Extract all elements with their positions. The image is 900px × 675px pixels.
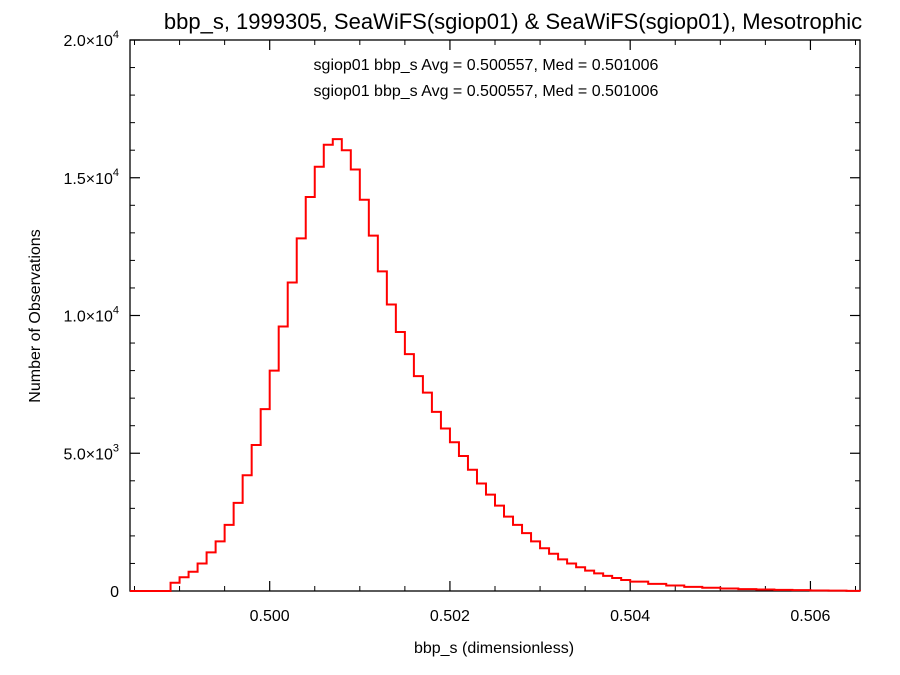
histogram-bin-point <box>809 589 812 592</box>
histogram-bin-point <box>269 370 271 372</box>
histogram-bin-point <box>386 303 388 306</box>
histogram-bin-point <box>449 441 451 443</box>
y-tick-mantissa: 0 <box>110 584 119 601</box>
histogram-bin-point <box>233 502 235 504</box>
histogram-bin-point <box>224 524 226 526</box>
histogram-bin-point <box>458 455 460 457</box>
histogram-bin-point <box>422 392 424 394</box>
y-tick-label: 0 <box>110 584 119 601</box>
histogram-bin-point <box>611 577 613 579</box>
y-axis-label: Number of Observations <box>27 229 44 402</box>
histogram-bin-point <box>377 270 379 273</box>
histogram-bin-point <box>305 196 307 198</box>
histogram-series-line <box>130 138 861 592</box>
histogram-bin-point <box>350 168 352 171</box>
histogram-bin-point <box>647 583 649 585</box>
histogram-bin-point <box>314 166 316 168</box>
histogram-bin-point <box>395 331 397 333</box>
histogram-bin-point <box>296 237 298 239</box>
histogram-bin-point <box>169 582 172 584</box>
y-tick-exponent: 3 <box>113 442 119 454</box>
histogram-bin-point <box>251 444 253 446</box>
histogram-bin-point <box>620 579 622 581</box>
histogram-bin-point <box>548 553 550 555</box>
histogram-bin-point <box>413 375 415 377</box>
histogram-bin-point <box>845 590 848 592</box>
histogram-bin-point <box>187 571 190 573</box>
histogram-bin-point <box>431 411 433 413</box>
histogram-bin-point <box>242 474 244 476</box>
y-tick-mantissa: 1.0×10 <box>63 309 112 326</box>
histogram-bin-point <box>566 562 568 565</box>
x-tick-label: 0.506 <box>790 608 830 625</box>
histogram-bin-point <box>467 469 469 471</box>
histogram-bin-point <box>719 587 721 590</box>
y-tick-exponent: 4 <box>113 305 119 317</box>
x-tick-label: 0.500 <box>250 608 290 625</box>
histogram-bin-point <box>196 562 199 565</box>
histogram-bin-point <box>332 138 334 140</box>
histogram-bin-point <box>737 588 739 590</box>
histogram-bin-point <box>512 524 514 526</box>
histogram-bin-point <box>206 551 208 554</box>
histogram-bin-point <box>440 427 442 430</box>
histogram-bin-point <box>701 587 703 589</box>
histogram-bin-point <box>539 547 541 549</box>
histogram-bin-point <box>521 532 523 534</box>
histogram-bin-point <box>323 144 325 146</box>
x-tick-label: 0.504 <box>610 608 650 625</box>
histogram-bin-point <box>859 590 861 592</box>
histogram-bin-point <box>476 482 478 485</box>
y-tick-mantissa: 2.0×10 <box>63 33 112 50</box>
histogram-bin-point <box>485 493 487 496</box>
histogram-bin-point <box>629 581 631 583</box>
histogram-bin-point <box>404 353 406 355</box>
x-axis-label: bbp_s (dimensionless) <box>414 640 574 657</box>
y-tick-exponent: 4 <box>113 167 119 179</box>
histogram-bin-point <box>260 408 262 410</box>
y-tick-label: 1.5×104 <box>63 167 119 188</box>
histogram-bin-point <box>557 558 559 560</box>
histogram-bin-point <box>287 281 289 284</box>
histogram-bin-point <box>359 199 361 201</box>
y-tick-mantissa: 5.0×10 <box>63 446 112 463</box>
histogram-bin-point <box>494 505 496 507</box>
histogram-bin-point <box>341 149 343 151</box>
histogram-bin-point <box>575 566 577 568</box>
stats-annotation-black: sgiop01 bbp_s Avg = 0.500557, Med = 0.50… <box>314 57 659 74</box>
histogram-bin-point <box>503 516 505 518</box>
y-tick-mantissa: 1.5×10 <box>63 171 112 188</box>
histogram-bin-point <box>755 588 757 591</box>
histogram-bin-point <box>584 570 586 572</box>
histogram-bin-point <box>278 325 280 328</box>
y-tick-label: 1.0×104 <box>63 305 119 326</box>
histogram-bin-point <box>773 589 775 591</box>
histogram-bin-point <box>791 589 794 591</box>
histogram-bin-point <box>368 235 370 237</box>
histogram-bin-point <box>178 576 181 578</box>
histogram-bin-point <box>665 584 667 587</box>
histogram-bin-point <box>602 575 604 577</box>
histogram-bin-point <box>683 586 685 588</box>
series-layer <box>130 138 861 592</box>
y-tick-label: 5.0×103 <box>63 442 119 463</box>
histogram-bin-point <box>593 572 595 574</box>
chart-title: bbp_s, 1999305, SeaWiFS(sgiop01) & SeaWi… <box>164 9 862 34</box>
histogram-bin-point <box>160 590 163 592</box>
histogram-bin-point <box>215 540 217 543</box>
y-tick-label: 2.0×104 <box>63 29 119 50</box>
histogram-bin-point <box>827 590 830 592</box>
y-tick-exponent: 4 <box>113 29 119 41</box>
stats-annotation-red: sgiop01 bbp_s Avg = 0.500557, Med = 0.50… <box>314 83 659 100</box>
histogram-bin-point <box>530 540 532 543</box>
x-tick-label: 0.502 <box>430 608 470 625</box>
